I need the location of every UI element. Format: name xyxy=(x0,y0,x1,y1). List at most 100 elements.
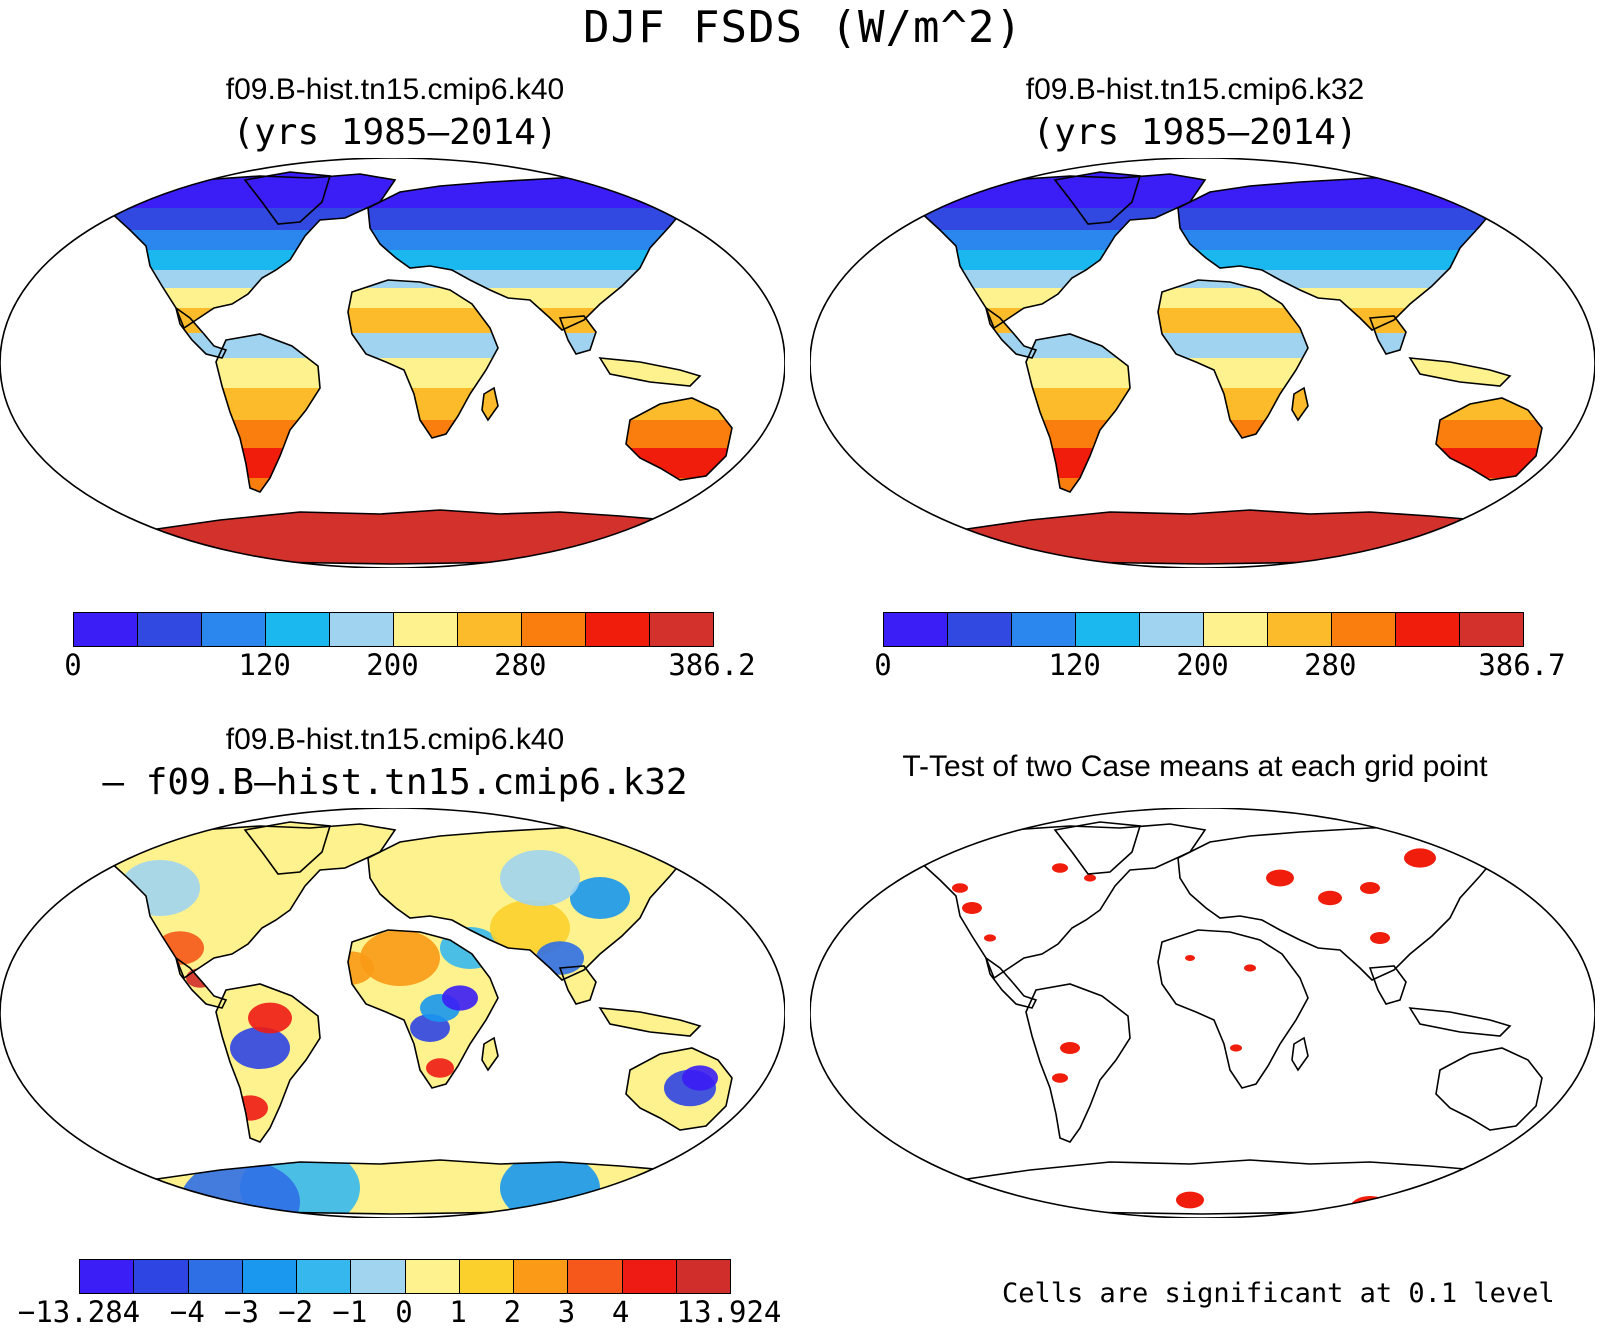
colorbar-swatch xyxy=(1140,613,1204,646)
colorbar-swatch xyxy=(676,1260,730,1293)
colorbar-swatch xyxy=(1204,613,1268,646)
colorbar-tick-label: 386.2 xyxy=(668,648,756,682)
coastline xyxy=(1435,397,1543,481)
coastline xyxy=(558,315,597,355)
colorbar-swatch xyxy=(405,1260,460,1293)
colorbar-tick-label: 1 xyxy=(449,1295,467,1329)
colorbar-tick-label: 200 xyxy=(366,648,419,682)
panel-3-colorbar xyxy=(79,1259,731,1294)
significant-cell xyxy=(936,1193,984,1214)
panel-2-map xyxy=(810,158,1595,568)
colorbar-swatch xyxy=(1012,613,1076,646)
difference-region xyxy=(682,1065,718,1091)
colorbar-swatch xyxy=(650,613,713,646)
colorbar-swatch xyxy=(1076,613,1140,646)
map-land-layer xyxy=(106,171,733,565)
significant-cell xyxy=(1084,874,1096,882)
coastline xyxy=(1435,1047,1543,1131)
significant-cell xyxy=(1052,863,1068,873)
coastline xyxy=(243,171,332,225)
colorbar-swatch xyxy=(948,613,1012,646)
map-boundary xyxy=(810,158,1595,568)
colorbar-tick-label: 120 xyxy=(1048,648,1101,682)
map-boundary xyxy=(0,158,785,568)
map-value-band xyxy=(108,308,732,333)
colorbar-swatch xyxy=(394,613,458,646)
coastline xyxy=(598,357,702,387)
map-land-layer xyxy=(106,821,733,1215)
difference-region xyxy=(108,887,150,929)
significant-cell xyxy=(1404,848,1436,868)
colorbar-swatch xyxy=(459,1260,514,1293)
panel-1-map xyxy=(0,158,785,568)
coastline xyxy=(916,823,1207,980)
map-value-band xyxy=(108,478,732,508)
map-value-band xyxy=(918,230,1542,250)
colorbar-tick-label: 386.7 xyxy=(1478,648,1566,682)
colorbar-tick-label: 3 xyxy=(557,1295,576,1329)
colorbar-swatch xyxy=(266,613,330,646)
panel-3-map xyxy=(0,808,785,1218)
significant-cell xyxy=(1176,1191,1204,1209)
map-land-layer xyxy=(916,171,1543,565)
coastline xyxy=(215,333,321,493)
coastline xyxy=(558,965,597,1005)
coastline xyxy=(347,929,499,1089)
panel-2-title: f09.B-hist.tn15.cmip6.k32 xyxy=(1025,73,1365,106)
colorbar-swatch xyxy=(74,613,138,646)
map-value-band xyxy=(108,288,732,308)
coastline xyxy=(481,386,499,422)
map-value-band xyxy=(108,448,732,478)
significant-cell xyxy=(1318,890,1342,906)
coastline xyxy=(1053,171,1142,225)
colorbar-swatch xyxy=(1332,613,1396,646)
panel-3-title: f09.B-hist.tn15.cmip6.k40 xyxy=(225,723,565,756)
colorbar-tick-label: 4 xyxy=(611,1295,630,1329)
colorbar-swatch xyxy=(1396,613,1460,646)
colorbar-swatch xyxy=(80,1260,135,1293)
coastline xyxy=(625,397,733,481)
colorbar-swatch xyxy=(884,613,948,646)
coastline xyxy=(481,1036,499,1072)
panel-4-map xyxy=(810,808,1595,1218)
colorbar-swatch xyxy=(188,1260,243,1293)
map-value-band xyxy=(918,308,1542,333)
colorbar-tick-label: −1 xyxy=(332,1295,368,1329)
significant-cell xyxy=(1244,964,1256,972)
colorbar-tick-label: 0 xyxy=(395,1295,413,1329)
significant-cell xyxy=(1266,869,1294,887)
map-value-band xyxy=(918,208,1542,230)
coastline xyxy=(1025,983,1131,1143)
colorbar-tick-label: 13.924 xyxy=(676,1295,782,1329)
coastline xyxy=(916,173,1207,330)
panel-4-title: T-Test of two Case means at each grid po… xyxy=(902,750,1488,783)
colorbar-tick-label: 280 xyxy=(1304,648,1357,682)
coastline xyxy=(1053,821,1142,875)
colorbar-swatch xyxy=(514,1260,569,1293)
colorbar-tick-label: −2 xyxy=(278,1295,314,1329)
panel-1-title: f09.B-hist.tn15.cmip6.k40 xyxy=(225,73,565,106)
map-value-band xyxy=(918,333,1542,358)
colorbar-tick-label: −13.284 xyxy=(17,1295,141,1329)
coastline xyxy=(106,823,397,980)
significant-cell xyxy=(1060,1042,1080,1054)
difference-region xyxy=(570,877,630,919)
significant-cell xyxy=(1185,955,1195,961)
colorbar-tick-label: 120 xyxy=(238,648,291,682)
colorbar-swatch xyxy=(1268,613,1332,646)
figure-title: DJF FSDS (W/m^2) xyxy=(583,2,1023,53)
coastline xyxy=(1291,1036,1309,1072)
map-value-band xyxy=(918,478,1542,508)
difference-region xyxy=(180,1160,300,1214)
coastline xyxy=(1157,929,1309,1089)
difference-region xyxy=(360,930,440,986)
coastline xyxy=(1368,315,1407,355)
coastline xyxy=(106,173,397,330)
coastline xyxy=(598,1007,702,1037)
difference-region xyxy=(230,1027,290,1069)
coastline xyxy=(984,306,1038,359)
coastline xyxy=(1408,357,1512,387)
colorbar-tick-label: 0 xyxy=(64,648,82,682)
map-value-band xyxy=(108,420,732,448)
colorbar-tick-label: 280 xyxy=(494,648,547,682)
